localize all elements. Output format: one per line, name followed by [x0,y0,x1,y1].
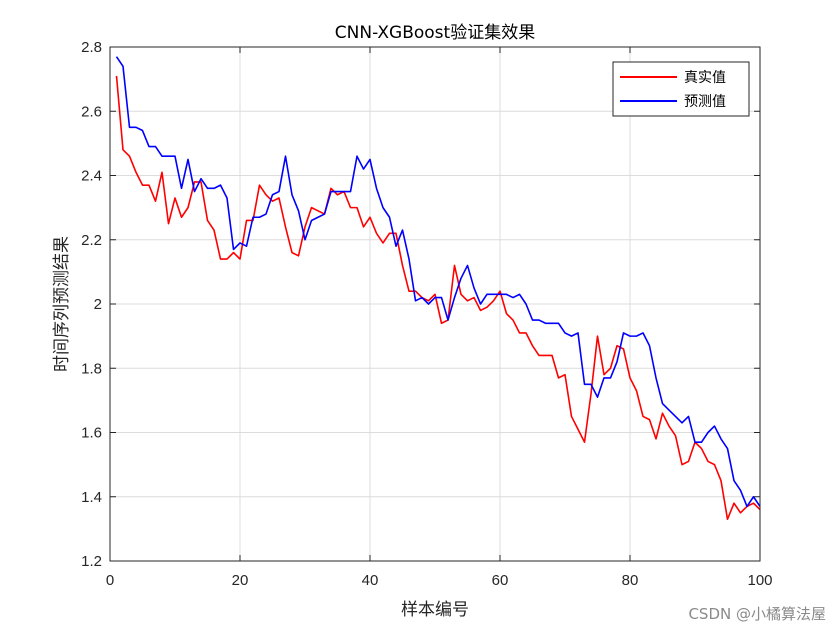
axis-ticks [109,46,761,562]
legend-box [612,61,750,117]
tick-labels: 0 20 40 60 80 100 1.2 1.4 1.6 1.8 2 2.2 2.4 2.6 2.8 [81,39,772,589]
y-tick-label: 1.8 [81,360,102,377]
y-axis-title: 时间序列预测结果 [52,236,72,372]
legend: 真实值 预测值 [612,61,750,117]
legend-label-pred: 预测值 [684,94,726,110]
y-tick-label: 2.8 [81,39,102,56]
y-tick-label: 2 [94,296,102,313]
x-axis-title: 样本编号 [401,600,469,620]
x-tick-label: 20 [232,572,249,589]
x-tick-label: 60 [492,572,509,589]
y-tick-label: 2.6 [81,103,102,120]
y-tick-label: 1.2 [81,553,102,570]
y-tick-label: 1.6 [81,425,102,442]
legend-label-true: 真实值 [684,70,726,86]
x-tick-label: 80 [622,572,639,589]
x-tick-label: 100 [747,572,772,589]
y-tick-label: 2.2 [81,232,102,249]
y-tick-label: 1.4 [81,489,102,506]
series-line-true [115,75,761,521]
watermark-text: CSDN @小橘算法屋 [688,605,826,623]
x-tick-label: 0 [106,572,114,589]
x-tick-label: 40 [362,572,379,589]
series-layer [115,56,761,521]
y-tick-label: 2.4 [81,168,102,185]
series-line-pred [115,56,761,508]
chart-title: CNN-XGBoost验证集效果 [335,23,535,43]
